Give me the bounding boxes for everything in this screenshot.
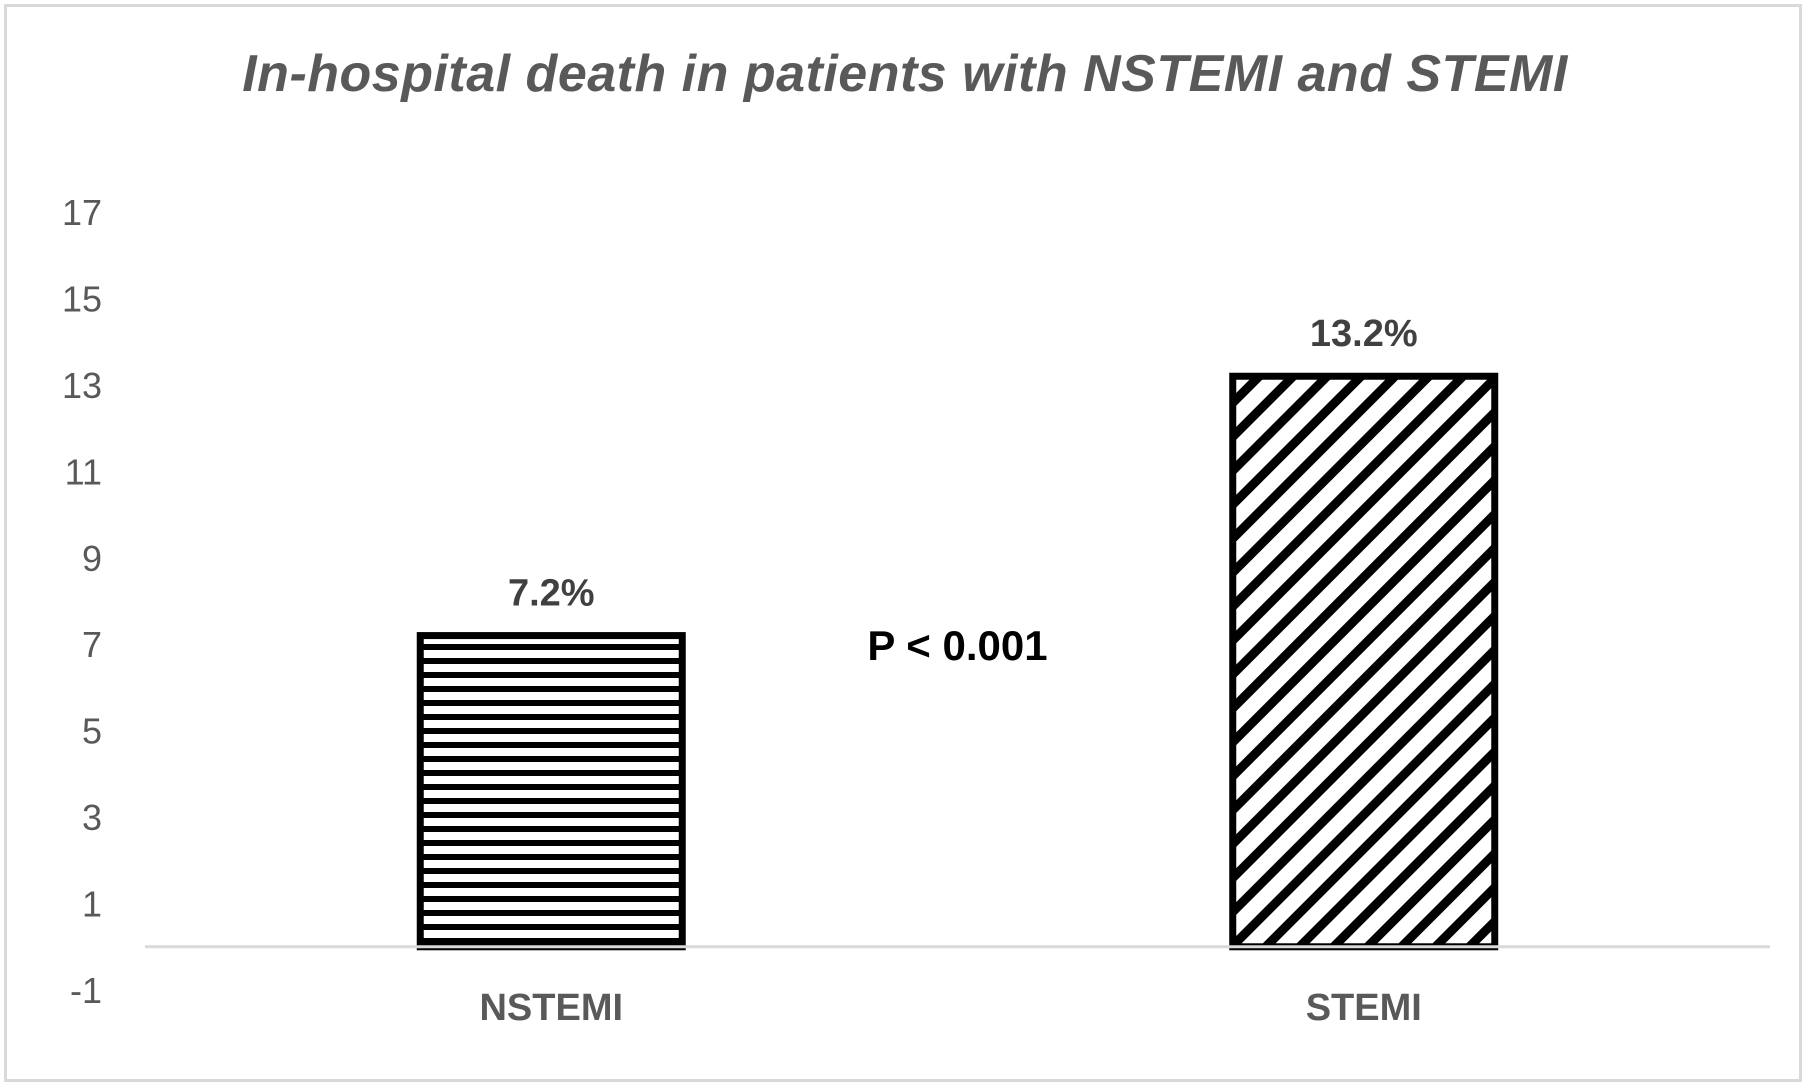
bar-stemi [1229,372,1499,951]
y-tick-label: 3 [82,797,102,838]
chart-title: In-hospital death in patients with NSTEM… [242,45,1568,103]
bars [416,372,1499,951]
y-tick-label: 13 [62,365,102,406]
y-tick-label: 11 [65,451,102,492]
value-label-stemi: 13.2% [1310,313,1418,355]
chart-frame [4,4,1802,1082]
y-tick-label: 15 [62,278,102,319]
y-tick-label: 5 [82,711,102,752]
y-tick-label: 17 [62,192,102,233]
y-tick-label: 9 [82,538,102,579]
y-tick-label: 7 [82,624,102,665]
p-value-annotation: P < 0.001 [867,622,1047,669]
value-label-nstemi: 7.2% [508,573,595,615]
y-tick-label: -1 [70,970,102,1011]
bar-nstemi [416,632,686,951]
category-label-stemi: STEMI [1306,987,1422,1029]
value-labels: 7.2% 13.2% [508,313,1418,614]
category-label-nstemi: NSTEMI [479,987,623,1029]
y-tick-label: 1 [82,884,102,925]
category-labels: NSTEMI STEMI [479,987,1421,1029]
